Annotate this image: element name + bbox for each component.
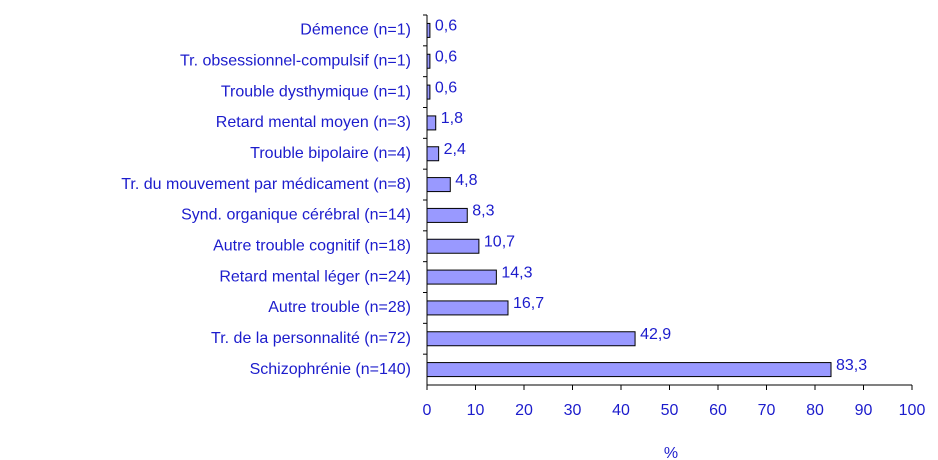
- value-label: 0,6: [435, 79, 457, 96]
- bar: [426, 331, 636, 347]
- y-tick-label: Trouble bipolaire (n=4): [250, 145, 411, 162]
- value-label: 8,3: [472, 203, 494, 220]
- y-tick-label: Tr. du mouvement par médicament (n=8): [121, 176, 411, 193]
- bar: [426, 146, 440, 162]
- bar: [426, 22, 431, 38]
- x-tick-label: 90: [855, 402, 873, 419]
- x-tick-label: 30: [564, 402, 582, 419]
- bar: [426, 207, 468, 223]
- x-tick-label: 100: [899, 402, 926, 419]
- x-tick-label: 70: [758, 402, 776, 419]
- value-label: 1,8: [441, 110, 463, 127]
- x-tick-label: 0: [423, 402, 432, 419]
- bar: [426, 362, 832, 378]
- value-label: 0,6: [435, 18, 457, 35]
- y-tick-label: Démence (n=1): [300, 22, 411, 39]
- bar: [426, 115, 437, 131]
- y-tick-label: Schizophrénie (n=140): [250, 361, 411, 378]
- y-tick-label: Synd. organique cérébral (n=14): [181, 207, 411, 224]
- y-tick-label: Retard mental léger (n=24): [219, 268, 411, 285]
- x-tick-label: 60: [709, 402, 727, 419]
- y-tick-label: Tr. de la personnalité (n=72): [211, 330, 411, 347]
- y-tick-label: Trouble dysthymique (n=1): [221, 83, 411, 100]
- value-label: 4,8: [455, 172, 477, 189]
- value-label: 83,3: [836, 357, 867, 374]
- y-tick-label: Tr. obsessionnel-compulsif (n=1): [180, 52, 411, 69]
- y-tick-label: Autre trouble cognitif (n=18): [213, 237, 411, 254]
- x-tick-label: 40: [612, 402, 630, 419]
- value-label: 2,4: [444, 141, 466, 158]
- bar: [426, 238, 480, 254]
- x-axis-label: %: [664, 445, 678, 460]
- value-label: 10,7: [484, 233, 515, 250]
- bar: [426, 53, 431, 69]
- x-tick-label: 10: [467, 402, 485, 419]
- bar: [426, 300, 509, 316]
- value-label: 42,9: [640, 326, 671, 343]
- x-tick-label: 80: [806, 402, 824, 419]
- y-tick-label: Retard mental moyen (n=3): [216, 114, 411, 131]
- x-tick-label: 20: [515, 402, 533, 419]
- bar: [426, 269, 497, 285]
- value-label: 16,7: [513, 295, 544, 312]
- y-tick-label: Autre trouble (n=28): [268, 299, 411, 316]
- value-label: 14,3: [501, 264, 532, 281]
- bar: [426, 177, 451, 193]
- value-label: 0,6: [435, 48, 457, 65]
- bar: [426, 84, 431, 100]
- x-tick-label: 50: [661, 402, 679, 419]
